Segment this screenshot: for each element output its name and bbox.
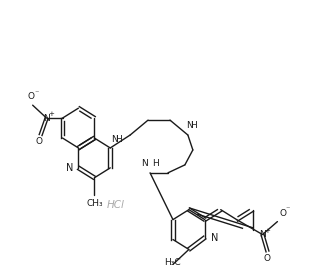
Text: H: H	[190, 121, 197, 130]
Text: O: O	[35, 137, 42, 146]
Text: O: O	[264, 255, 271, 263]
Text: N: N	[141, 159, 148, 168]
Text: HCl: HCl	[106, 200, 124, 210]
Text: N: N	[66, 163, 73, 173]
Text: N: N	[186, 121, 193, 130]
Text: ⁻: ⁻	[285, 205, 290, 214]
Text: N: N	[43, 114, 50, 123]
Text: H₃C: H₃C	[164, 258, 181, 267]
Text: CH₃: CH₃	[86, 199, 103, 208]
Text: ⁻: ⁻	[35, 88, 39, 97]
Text: H: H	[152, 159, 159, 168]
Text: H: H	[115, 135, 122, 144]
Text: O: O	[27, 92, 34, 101]
Text: N: N	[111, 135, 118, 144]
Text: O: O	[279, 209, 287, 218]
Text: N: N	[211, 232, 218, 242]
Text: N: N	[259, 230, 266, 239]
Text: +: +	[49, 111, 54, 117]
Text: +: +	[264, 228, 270, 234]
